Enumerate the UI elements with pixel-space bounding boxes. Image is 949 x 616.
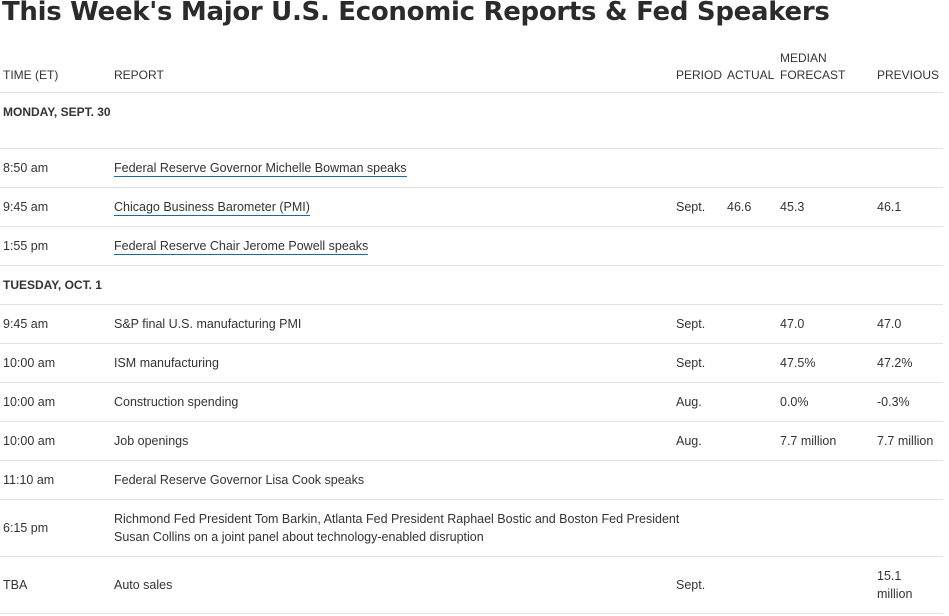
previous-cell — [874, 499, 943, 557]
report-link[interactable]: Federal Reserve Chair Jerome Powell spea… — [114, 239, 369, 255]
period-cell: Sept. — [673, 187, 724, 227]
previous-cell: 47.0 — [874, 304, 943, 344]
forecast-cell: 0.0% — [777, 382, 874, 422]
actual-cell — [724, 499, 777, 557]
forecast-cell: 47.5% — [777, 343, 874, 383]
period-cell: Sept. — [673, 343, 724, 383]
day-header-row: MONDAY, SEPT. 30 — [0, 92, 943, 149]
report-link[interactable]: Chicago Business Barometer (PMI) — [114, 200, 310, 216]
forecast-cell: 45.3 — [777, 187, 874, 227]
time-cell: 9:45 am — [0, 187, 111, 227]
table-header-row: TIME (ET) REPORT PERIOD ACTUAL MEDIAN FOR… — [0, 48, 943, 93]
day-label: TUESDAY, OCT. 1 — [0, 265, 673, 305]
table-row: 8:50 am Federal Reserve Governor Michell… — [0, 148, 943, 188]
time-cell: 8:50 am — [0, 148, 111, 188]
time-cell: 1:55 pm — [0, 226, 111, 266]
report-cell: ISM manufacturing — [111, 343, 673, 383]
day-header-row: TUESDAY, OCT. 1 — [0, 265, 943, 305]
period-cell: Sept. — [673, 556, 724, 614]
forecast-cell — [777, 499, 874, 557]
column-header-period: PERIOD — [673, 48, 724, 93]
report-cell: Job openings — [111, 421, 673, 461]
day-label: MONDAY, SEPT. 30 — [0, 92, 111, 149]
table-row: 10:00 am ISM manufacturing Sept. 47.5% 4… — [0, 343, 943, 383]
table-row: 6:15 pm Richmond Fed President Tom Barki… — [0, 499, 943, 557]
report-cell: Federal Reserve Governor Lisa Cook speak… — [111, 460, 673, 500]
period-cell: Aug. — [673, 421, 724, 461]
previous-cell: 15.1 million — [874, 556, 943, 614]
forecast-cell — [777, 556, 874, 614]
report-cell: Federal Reserve Chair Jerome Powell spea… — [111, 226, 673, 266]
table-row: 1:55 pm Federal Reserve Chair Jerome Pow… — [0, 226, 943, 266]
forecast-header-line1: MEDIAN — [780, 51, 827, 65]
period-cell — [673, 226, 724, 266]
report-cell: Auto sales — [111, 556, 673, 614]
table-row: 9:45 am S&P final U.S. manufacturing PMI… — [0, 304, 943, 344]
report-cell: S&P final U.S. manufacturing PMI — [111, 304, 673, 344]
actual-cell: 46.6 — [724, 187, 777, 227]
table-row: TBA Auto sales Sept. 15.1 million — [0, 556, 943, 614]
actual-cell — [724, 148, 777, 188]
previous-cell: 47.2% — [874, 343, 943, 383]
actual-cell — [724, 460, 777, 500]
report-cell: Chicago Business Barometer (PMI) — [111, 187, 673, 227]
economic-calendar-table: TIME (ET) REPORT PERIOD ACTUAL MEDIAN FOR… — [0, 48, 943, 614]
table-row: 10:00 am Job openings Aug. 7.7 million 7… — [0, 421, 943, 461]
forecast-header-line2: FORECAST — [780, 68, 846, 82]
time-cell: 10:00 am — [0, 421, 111, 461]
period-cell — [673, 148, 724, 188]
actual-cell — [724, 556, 777, 614]
forecast-cell — [777, 148, 874, 188]
column-header-previous: PREVIOUS — [874, 48, 943, 93]
column-header-forecast: MEDIAN FORECAST — [777, 48, 874, 93]
actual-cell — [724, 421, 777, 461]
column-header-actual: ACTUAL — [724, 48, 777, 93]
previous-cell: 7.7 million — [874, 421, 943, 461]
report-link[interactable]: Federal Reserve Governor Michelle Bowman… — [114, 161, 407, 177]
forecast-cell: 7.7 million — [777, 421, 874, 461]
table-row: 11:10 am Federal Reserve Governor Lisa C… — [0, 460, 943, 500]
actual-cell — [724, 343, 777, 383]
time-cell: 10:00 am — [0, 343, 111, 383]
time-cell: TBA — [0, 556, 111, 614]
previous-cell — [874, 148, 943, 188]
forecast-cell: 47.0 — [777, 304, 874, 344]
previous-cell: -0.3% — [874, 382, 943, 422]
previous-cell: 46.1 — [874, 187, 943, 227]
page-title: This Week's Major U.S. Economic Reports … — [2, 0, 830, 27]
previous-cell — [874, 226, 943, 266]
time-cell: 6:15 pm — [0, 499, 111, 557]
report-cell: Federal Reserve Governor Michelle Bowman… — [111, 148, 673, 188]
forecast-cell — [777, 460, 874, 500]
column-header-report: REPORT — [111, 48, 673, 93]
previous-cell — [874, 460, 943, 500]
actual-cell — [724, 226, 777, 266]
actual-cell — [724, 382, 777, 422]
time-cell: 11:10 am — [0, 460, 111, 500]
time-cell: 9:45 am — [0, 304, 111, 344]
column-header-time: TIME (ET) — [0, 48, 111, 93]
table-row: 9:45 am Chicago Business Barometer (PMI)… — [0, 187, 943, 227]
table-row: 10:00 am Construction spending Aug. 0.0%… — [0, 382, 943, 422]
period-cell: Aug. — [673, 382, 724, 422]
period-cell: Sept. — [673, 304, 724, 344]
report-cell: Construction spending — [111, 382, 673, 422]
report-cell: Richmond Fed President Tom Barkin, Atlan… — [111, 499, 724, 557]
time-cell: 10:00 am — [0, 382, 111, 422]
period-cell — [673, 460, 724, 500]
actual-cell — [724, 304, 777, 344]
forecast-cell — [777, 226, 874, 266]
